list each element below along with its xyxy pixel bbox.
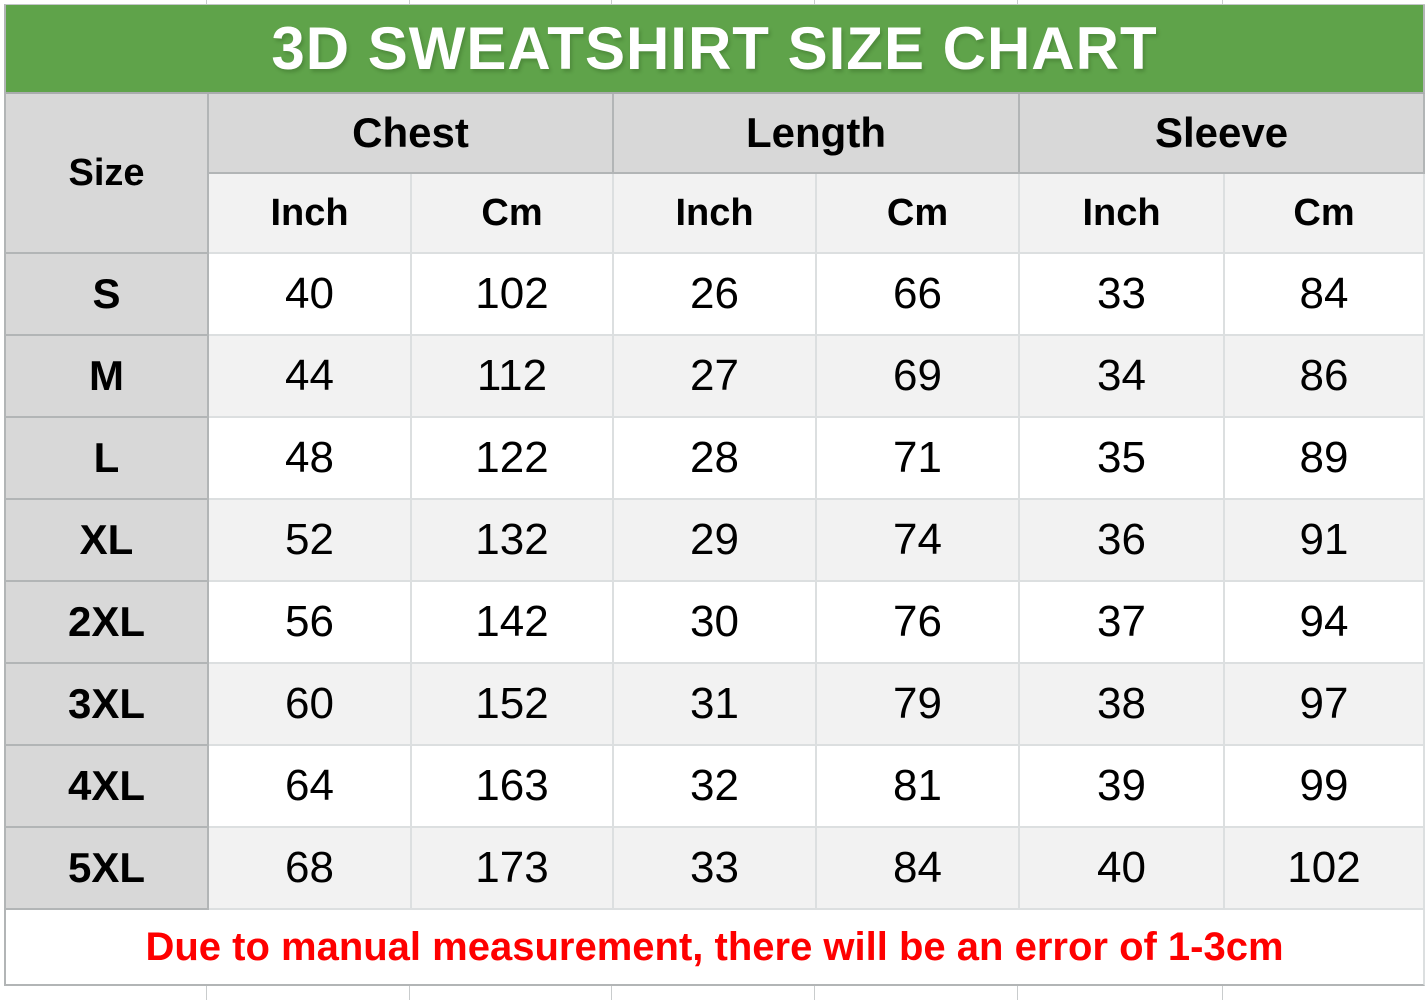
data-cell: 35: [1020, 418, 1225, 500]
data-cell: 34: [1020, 336, 1225, 418]
unit-header-sleeve-cm: Cm: [1225, 174, 1426, 254]
data-cell: 84: [1225, 254, 1426, 336]
group-header-row: Size Chest Length Sleeve: [6, 94, 1426, 254]
unit-header-row: Inch Cm Inch Cm Inch Cm: [6, 174, 1426, 254]
unit-header-chest-cm: Cm: [412, 174, 614, 254]
data-cell: 163: [412, 746, 614, 828]
data-cell: 27: [614, 336, 817, 418]
table-row-l: L 48 122 28 71 35 89: [6, 418, 1426, 500]
data-cell: 99: [1225, 746, 1426, 828]
gridline-segment: [1018, 0, 1223, 4]
gridline-segment: [1223, 0, 1428, 4]
data-cell: 122: [412, 418, 614, 500]
data-cell: 132: [412, 500, 614, 582]
table-row-4xl: 4XL 64 163 32 81 39 99: [6, 746, 1426, 828]
data-cell: 81: [817, 746, 1020, 828]
data-cell: 71: [817, 418, 1020, 500]
data-cell: 68: [209, 828, 412, 910]
size-cell: S: [6, 254, 209, 336]
title-row: 3D SWEATSHIRT SIZE CHART: [6, 5, 1426, 94]
table-row-5xl: 5XL 68 173 33 84 40 102: [6, 828, 1426, 910]
data-cell: 31: [614, 664, 817, 746]
gridline-segment: [612, 986, 815, 1000]
data-cell: 94: [1225, 582, 1426, 664]
gridline-segment: [1018, 986, 1223, 1000]
size-chart-table: 3D SWEATSHIRT SIZE CHART Size Chest Leng…: [4, 4, 1426, 986]
data-cell: 29: [614, 500, 817, 582]
data-cell: 44: [209, 336, 412, 418]
size-cell: 2XL: [6, 582, 209, 664]
data-cell: 40: [1020, 828, 1225, 910]
group-header-length: Length: [614, 94, 1020, 174]
table-row-m: M 44 112 27 69 34 86: [6, 336, 1426, 418]
data-cell: 39: [1020, 746, 1225, 828]
size-cell: M: [6, 336, 209, 418]
unit-header-sleeve-inch: Inch: [1020, 174, 1225, 254]
data-cell: 52: [209, 500, 412, 582]
gridline-segment: [815, 0, 1018, 4]
data-cell: 89: [1225, 418, 1426, 500]
data-cell: 56: [209, 582, 412, 664]
data-cell: 91: [1225, 500, 1426, 582]
gridline-segment: [207, 986, 410, 1000]
group-header-sleeve: Sleeve: [1020, 94, 1426, 174]
data-cell: 142: [412, 582, 614, 664]
gridline-segment: [410, 0, 612, 4]
data-cell: 37: [1020, 582, 1225, 664]
gridline-segment: [0, 986, 207, 1000]
data-cell: 84: [817, 828, 1020, 910]
size-cell: XL: [6, 500, 209, 582]
data-cell: 38: [1020, 664, 1225, 746]
gridline-segment: [207, 0, 410, 4]
size-cell: L: [6, 418, 209, 500]
data-cell: 30: [614, 582, 817, 664]
data-cell: 69: [817, 336, 1020, 418]
size-cell: 5XL: [6, 828, 209, 910]
data-cell: 79: [817, 664, 1020, 746]
data-cell: 97: [1225, 664, 1426, 746]
data-cell: 26: [614, 254, 817, 336]
unit-header-chest-inch: Inch: [209, 174, 412, 254]
table-row-xl: XL 52 132 29 74 36 91: [6, 500, 1426, 582]
unit-header-length-cm: Cm: [817, 174, 1020, 254]
measurement-note: Due to manual measurement, there will be…: [6, 910, 1426, 986]
data-cell: 48: [209, 418, 412, 500]
data-cell: 112: [412, 336, 614, 418]
data-cell: 102: [1225, 828, 1426, 910]
unit-header-length-inch: Inch: [614, 174, 817, 254]
size-cell: 3XL: [6, 664, 209, 746]
top-gridline-strip: [0, 0, 1428, 4]
data-cell: 173: [412, 828, 614, 910]
size-cell: 4XL: [6, 746, 209, 828]
gridline-segment: [410, 986, 612, 1000]
data-cell: 102: [412, 254, 614, 336]
gridline-segment: [1223, 986, 1428, 1000]
data-cell: 152: [412, 664, 614, 746]
data-cell: 64: [209, 746, 412, 828]
data-cell: 40: [209, 254, 412, 336]
data-cell: 86: [1225, 336, 1426, 418]
group-header-chest: Chest: [209, 94, 614, 174]
data-cell: 28: [614, 418, 817, 500]
note-row: Due to manual measurement, there will be…: [6, 910, 1426, 986]
chart-title: 3D SWEATSHIRT SIZE CHART: [6, 5, 1426, 94]
data-cell: 66: [817, 254, 1020, 336]
data-cell: 36: [1020, 500, 1225, 582]
data-cell: 76: [817, 582, 1020, 664]
size-column-header: Size: [6, 94, 209, 254]
data-cell: 60: [209, 664, 412, 746]
gridline-segment: [0, 0, 207, 4]
gridline-segment: [815, 986, 1018, 1000]
table-row-s: S 40 102 26 66 33 84: [6, 254, 1426, 336]
table-row-3xl: 3XL 60 152 31 79 38 97: [6, 664, 1426, 746]
data-cell: 74: [817, 500, 1020, 582]
gridline-segment: [612, 0, 815, 4]
table-row-2xl: 2XL 56 142 30 76 37 94: [6, 582, 1426, 664]
data-cell: 33: [614, 828, 817, 910]
bottom-gridline-strip: [0, 986, 1428, 1000]
data-cell: 32: [614, 746, 817, 828]
data-cell: 33: [1020, 254, 1225, 336]
